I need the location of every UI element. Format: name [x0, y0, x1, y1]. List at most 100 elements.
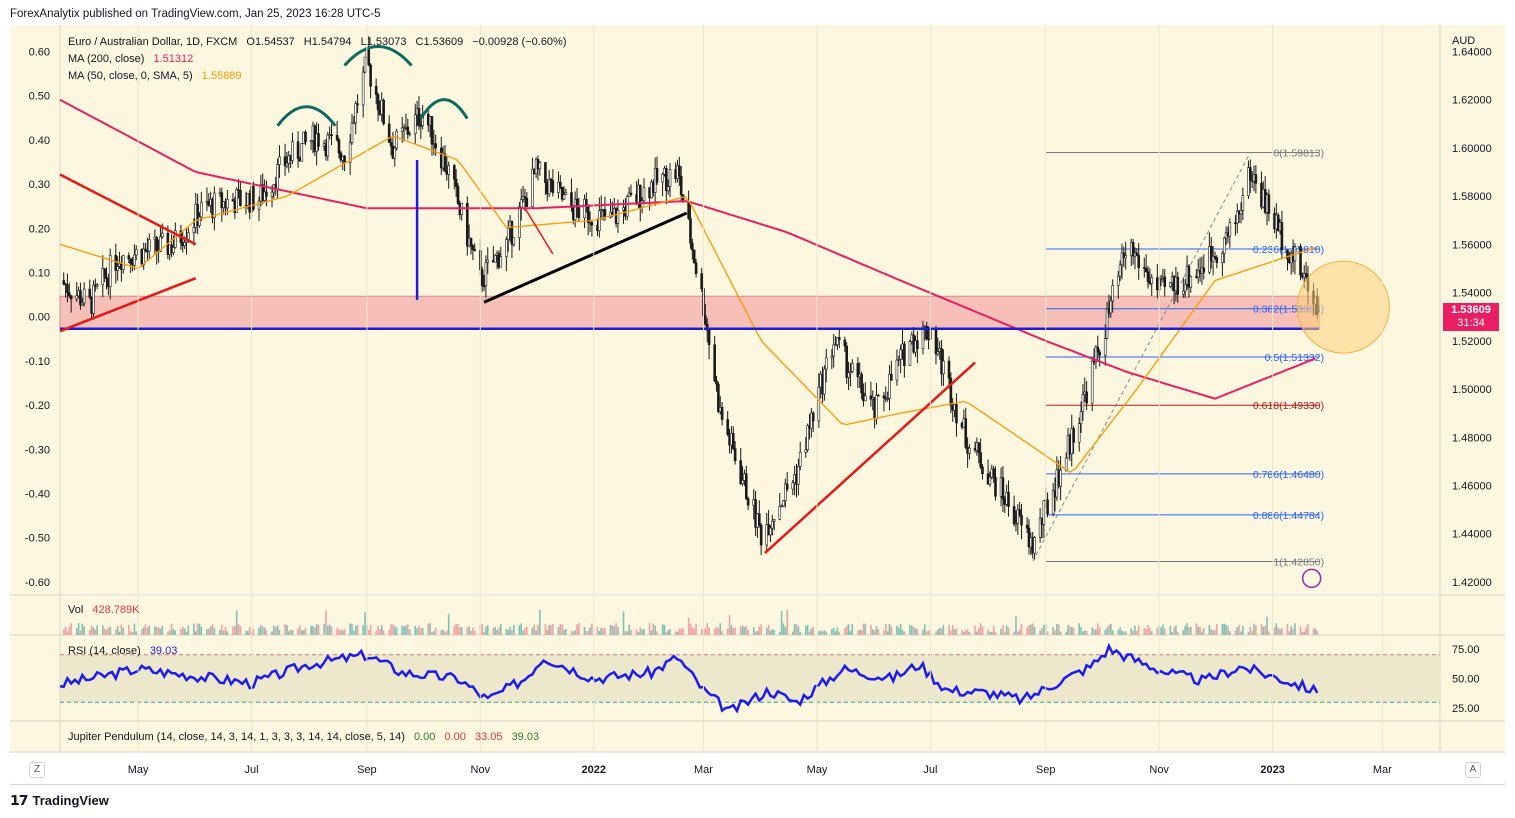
- zoom-reset-left-button[interactable]: Z: [29, 762, 45, 778]
- volume-bar: [602, 628, 604, 635]
- volume-bar: [116, 626, 119, 635]
- volume-bar: [563, 629, 565, 635]
- ma50-legend[interactable]: MA (50, close, 0, SMA, 5) 1.55889: [68, 70, 242, 82]
- volume-bar: [505, 628, 508, 635]
- left-axis-background: [10, 25, 60, 752]
- candle: [1105, 301, 1109, 340]
- volume-bar: [92, 627, 95, 635]
- volume-bar: [864, 623, 867, 635]
- rsi-axis-tick: 75.00: [1452, 644, 1480, 656]
- candle-body: [1137, 255, 1141, 268]
- volume-bar: [194, 631, 197, 635]
- candle: [629, 184, 633, 197]
- candle-body: [121, 255, 125, 270]
- candle-body: [642, 187, 646, 202]
- ohlc-high: H1.54794: [303, 36, 352, 48]
- candle: [1163, 268, 1167, 297]
- price-chart[interactable]: 0(1.59813)0.236(1.55810)0.382(1.53333)0.…: [10, 25, 1505, 785]
- ohlc-close: C1.53609: [415, 36, 464, 48]
- candle-body: [79, 290, 82, 306]
- volume-bar: [349, 623, 351, 635]
- volume-bar: [315, 623, 318, 635]
- left-axis-tick: 0.60: [29, 47, 50, 59]
- volume-bar: [870, 624, 872, 635]
- ma200-legend[interactable]: MA (200, close) 1.51312: [68, 53, 193, 65]
- volume-bar: [70, 623, 72, 635]
- candle-body: [797, 466, 800, 485]
- volume-bar: [494, 626, 497, 635]
- time-axis-background: [10, 753, 1505, 783]
- candle-body: [590, 222, 594, 226]
- volume-bar: [1026, 627, 1028, 635]
- highlight-circle: [1296, 260, 1390, 354]
- candle-body: [1012, 506, 1016, 525]
- candle-body: [834, 344, 837, 346]
- volume-bar: [914, 628, 917, 635]
- candle: [547, 170, 551, 198]
- volume-bar: [955, 628, 958, 635]
- volume-bar: [1056, 624, 1058, 635]
- candle-body: [499, 256, 503, 268]
- volume-legend[interactable]: Vol 428.789K: [68, 604, 139, 616]
- candle-body: [1090, 360, 1094, 404]
- candle-body: [700, 273, 703, 289]
- volume-bar: [778, 631, 781, 635]
- support-zone: [59, 295, 1320, 330]
- candle: [1014, 510, 1018, 532]
- time-axis-tick: Jul: [923, 764, 937, 776]
- candle-body: [350, 122, 354, 143]
- volume-bar: [405, 625, 407, 635]
- candle-body: [1051, 490, 1055, 515]
- volume-bar: [526, 626, 528, 635]
- candle-body: [335, 134, 339, 141]
- volume-bar: [101, 625, 104, 635]
- price-axis-tick: 1.56000: [1452, 239, 1492, 251]
- volume-bar: [977, 628, 980, 635]
- candle-body: [707, 329, 711, 346]
- volume-bar: [940, 628, 943, 635]
- candle: [877, 393, 880, 397]
- volume-bar: [550, 625, 552, 635]
- auto-scale-button[interactable]: A: [1465, 762, 1481, 778]
- volume-bar: [1132, 630, 1134, 635]
- volume-bar: [1262, 626, 1265, 635]
- candle-body: [469, 237, 473, 247]
- volume-bar: [1266, 616, 1268, 635]
- candle: [544, 162, 547, 196]
- candle: [772, 519, 776, 531]
- candle-body: [1202, 267, 1206, 273]
- tradingview-footer[interactable]: 𝟭𝟳 TradingView: [10, 792, 109, 809]
- volume-bar: [857, 630, 859, 635]
- volume-bar: [470, 630, 472, 635]
- candle-body: [791, 482, 795, 490]
- candle: [1182, 277, 1185, 298]
- candle-body: [443, 153, 447, 171]
- volume-bar: [1130, 628, 1133, 635]
- rsi-legend[interactable]: RSI (14, close) 39.03: [68, 645, 177, 657]
- candle: [82, 282, 86, 307]
- candle: [804, 437, 808, 458]
- jp-value-2: 0.00: [444, 731, 466, 743]
- volume-bar: [838, 631, 841, 635]
- candle: [668, 163, 672, 198]
- volume-bar: [741, 625, 744, 635]
- volume-bar: [77, 623, 80, 635]
- candle-body: [691, 242, 694, 251]
- candle: [903, 341, 906, 378]
- volume-bar: [1149, 628, 1151, 635]
- candle: [558, 175, 562, 190]
- volume-bar: [154, 626, 156, 635]
- volume-bar: [1039, 630, 1041, 635]
- volume-bar: [444, 631, 446, 635]
- volume-bar: [1156, 627, 1159, 635]
- red-short-line: [524, 207, 554, 255]
- volume-bar: [609, 624, 612, 635]
- volume-bar: [769, 630, 772, 635]
- candle: [1280, 210, 1284, 260]
- ohlc-low: L1.53073: [360, 36, 407, 48]
- candle: [757, 500, 761, 528]
- candle: [979, 438, 982, 470]
- candle: [897, 355, 901, 367]
- volume-bar: [585, 631, 588, 635]
- jupiter-pendulum-legend[interactable]: Jupiter Pendulum (14, close, 14, 3, 14, …: [68, 731, 539, 743]
